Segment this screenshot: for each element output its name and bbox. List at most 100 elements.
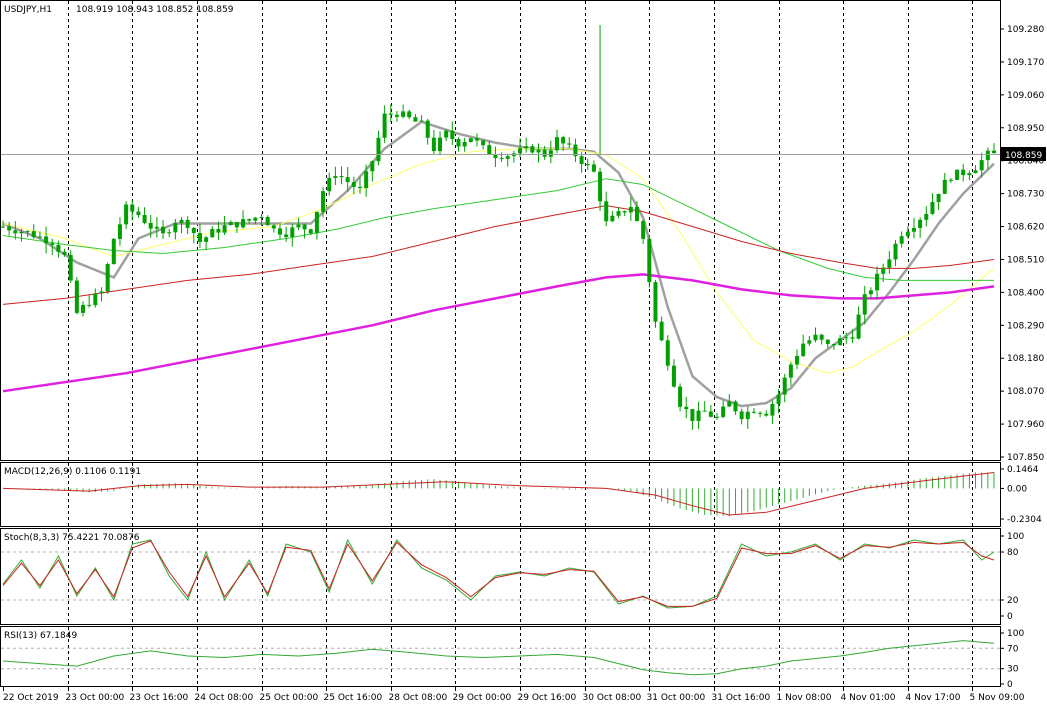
candle-body [358,186,363,189]
candle-body [751,411,756,413]
candle-body [708,411,713,417]
price-tick-label: 107.850 [1007,453,1044,463]
candle-body [345,177,350,183]
rsi-tick-label: 70 [1007,644,1019,654]
rsi-tick-label: 0 [1007,680,1013,690]
candle-body [955,169,960,180]
price-tick-label: 108.620 [1007,223,1044,233]
candle [924,206,929,227]
candle-body [930,202,935,214]
candle-body [50,243,55,245]
candle-body [296,224,301,228]
candle-body [782,377,787,395]
candle-body [973,170,978,174]
candle-body [394,114,399,117]
candle-body [807,340,812,344]
macd-title: MACD(12,26,9) 0.1106 0.1191 [4,467,141,477]
candle-body [764,413,769,416]
candle-body [99,291,104,294]
candle [493,146,498,167]
candle [259,213,264,226]
candle [351,176,356,195]
candle [253,216,258,225]
candle-body [191,227,196,234]
candle [333,166,338,185]
candle-body [825,339,830,344]
candle-body [634,206,639,222]
candle-body [179,219,184,224]
candle [561,135,566,151]
candle [899,231,904,248]
candle [739,408,744,425]
price-tick-label: 109.280 [1007,25,1044,35]
candle [7,221,12,236]
time-tick-label: 29 Oct 16:00 [518,693,577,703]
stoch-line [2,540,995,607]
candle-body [376,137,381,162]
candle [431,129,436,155]
ma-line [2,120,995,408]
candle-body [197,233,202,242]
candle [708,405,713,418]
ma-line [2,273,995,393]
candle-body [924,213,929,220]
candle [25,230,30,238]
candle [388,104,393,123]
price-tick-label: 109.170 [1007,58,1044,68]
stoch-tick-label: 0 [1007,612,1013,622]
candle-body [364,171,369,189]
candle [807,335,812,346]
price-tick-label: 108.290 [1007,321,1044,331]
vertical-grid [68,1,973,686]
candle [542,146,547,161]
macd-tick-label: -0.2304 [1007,515,1042,525]
candle-body [831,343,836,346]
candle [942,172,947,194]
candle [99,287,104,302]
candle-body [893,243,898,260]
candle-body [185,219,190,228]
candle [825,339,830,349]
candle-body [167,232,172,234]
candle [788,361,793,386]
time-tick-label: 31 Oct 16:00 [712,693,771,703]
candle [142,207,147,225]
time-tick-label: 23 Oct 16:00 [130,693,189,703]
candle [973,165,978,174]
candle [228,220,233,226]
candle-body [425,120,430,138]
candle [358,177,363,194]
candle [524,137,529,153]
candle [376,130,381,166]
time-tick-label: 4 Nov 01:00 [841,693,896,703]
macd-tick-label: 0.00 [1007,484,1027,494]
candle [715,412,720,421]
candle-body [548,150,553,157]
price-tick-label: 108.180 [1007,354,1044,364]
macd-signal-line [2,472,995,516]
pane-frames [0,0,1001,687]
candle-body [684,406,689,410]
candle [364,164,369,197]
candle [290,223,295,247]
candle [277,223,282,239]
candle [634,201,639,222]
ohlc-label: 108.919 108.943 108.852 108.859 [76,5,234,15]
candle-body [222,225,227,233]
candle [308,228,313,236]
candle-body [967,173,972,176]
candle [622,210,627,217]
candle-body [536,149,541,153]
candle [801,334,806,358]
candle-body [431,137,436,152]
candle-body [616,211,621,216]
price-tick-label: 108.840 [1007,157,1044,167]
candle [665,335,670,371]
candle-body [19,231,24,234]
candle-body [499,158,504,160]
candle [179,217,184,234]
candle-body [93,293,98,306]
time-tick-label: 1 Nov 08:00 [777,693,832,703]
